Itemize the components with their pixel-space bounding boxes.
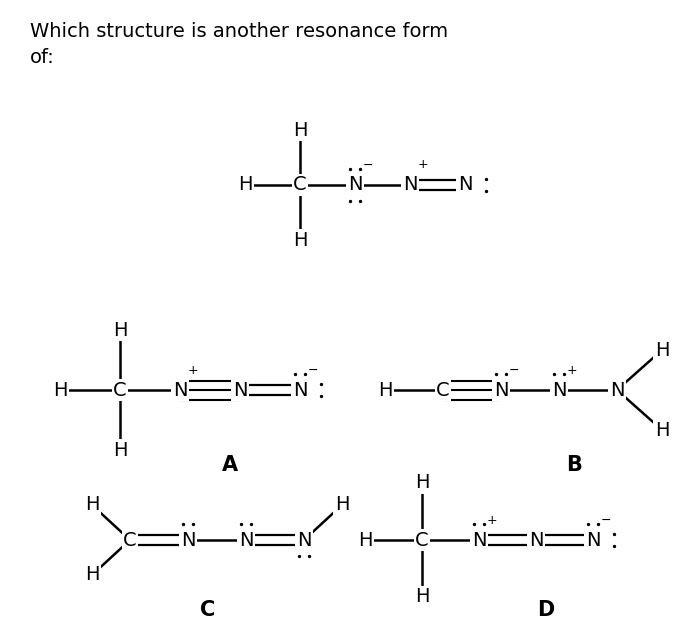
Text: H: H [414,588,429,607]
Text: N: N [458,176,472,195]
Text: C: C [436,380,450,399]
Text: N: N [552,380,566,399]
Text: N: N [528,530,543,550]
Text: H: H [654,420,669,439]
Text: N: N [402,176,417,195]
Text: N: N [239,530,253,550]
Text: H: H [293,230,307,249]
Text: H: H [113,441,127,459]
Text: H: H [358,530,372,550]
Text: −: − [601,513,611,527]
Text: H: H [113,321,127,340]
Text: H: H [414,473,429,492]
Text: +: + [188,364,198,377]
Text: A: A [222,455,238,475]
Text: N: N [173,380,188,399]
Text: C: C [113,380,127,399]
Text: H: H [335,495,349,515]
Text: N: N [472,530,486,550]
Text: H: H [378,380,392,399]
Text: C: C [415,530,429,550]
Text: of:: of: [30,48,55,67]
Text: N: N [494,380,508,399]
Text: Which structure is another resonance form: Which structure is another resonance for… [30,22,448,41]
Text: −: − [509,364,519,377]
Text: B: B [566,455,582,475]
Text: N: N [297,530,312,550]
Text: −: − [363,158,373,172]
Text: +: + [418,158,428,172]
Text: C: C [123,530,136,550]
Text: C: C [200,600,216,620]
Text: N: N [232,380,247,399]
Text: −: − [308,364,318,377]
Text: H: H [85,495,99,515]
Text: N: N [610,380,624,399]
Text: H: H [85,565,99,584]
Text: H: H [238,176,252,195]
Text: N: N [586,530,601,550]
Text: C: C [293,176,307,195]
Text: D: D [538,600,554,620]
Text: H: H [293,120,307,139]
Text: H: H [654,340,669,359]
Text: +: + [567,364,577,377]
Text: N: N [181,530,195,550]
Text: H: H [52,380,67,399]
Text: +: + [486,513,497,527]
Text: N: N [348,176,363,195]
Text: N: N [293,380,307,399]
